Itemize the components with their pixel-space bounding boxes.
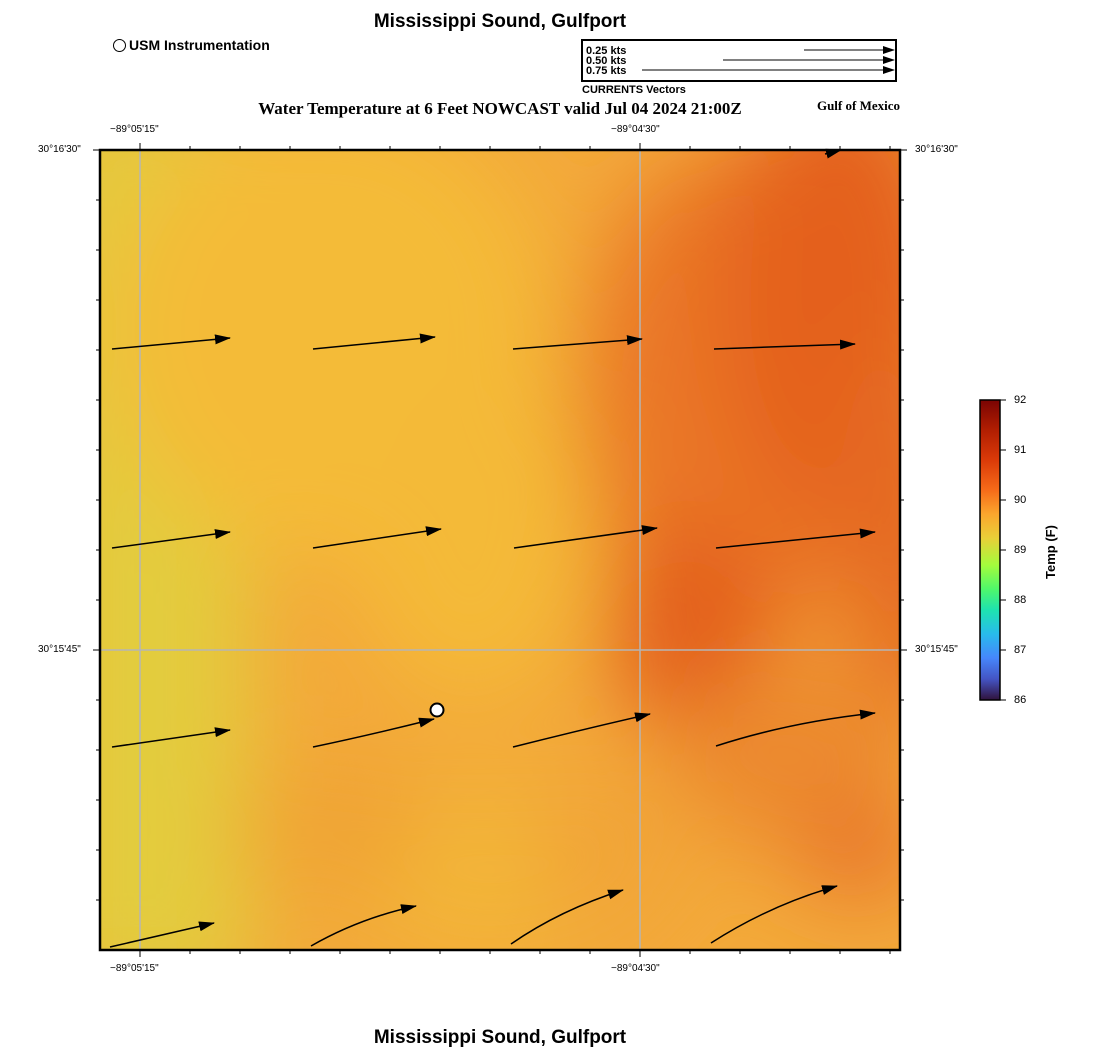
graticule (100, 150, 900, 950)
colorbar-tick-89: 89 (1014, 544, 1027, 556)
usm-legend-label: USM Instrumentation (129, 37, 270, 53)
current-vector (111, 334, 231, 350)
current-vector (111, 727, 231, 748)
lon-label-top-1: −89°05'15" (110, 124, 159, 135)
current-vector (713, 339, 856, 350)
current-vector (312, 333, 436, 350)
colorbar-tick-90: 90 (1014, 494, 1027, 506)
lon-label-top-2: −89°04'30" (611, 124, 660, 135)
usm-station-marker (429, 702, 445, 718)
current-vector (715, 709, 876, 747)
vector-legend-label-2: 0.50 kts (586, 55, 627, 67)
current-vector (510, 889, 624, 945)
lat-label-right-1: 30°16'30" (915, 144, 958, 155)
vector-legend-label-1: 0.25 kts (586, 45, 627, 57)
current-vector (111, 529, 231, 549)
current-vector (109, 921, 215, 948)
frame-ticks (93, 143, 907, 957)
current-vector (715, 528, 876, 549)
vector-legend-label-3: 0.75 kts (586, 65, 627, 77)
lat-label-left-2: 30°15'45" (38, 644, 81, 655)
current-vector (710, 885, 838, 944)
temperature-colorbar (979, 399, 1006, 701)
lat-label-right-2: 30°15'45" (915, 644, 958, 655)
vector-legend-caption: CURRENTS Vectors (582, 84, 686, 96)
colorbar-tick-92: 92 (1014, 394, 1027, 406)
lon-label-bottom-1: −89°05'15" (110, 963, 159, 974)
temperature-field (100, 150, 900, 950)
colorbar-tick-87: 87 (1014, 644, 1027, 656)
current-vectors (109, 148, 876, 948)
current-vector (312, 526, 442, 549)
usm-legend: USM Instrumentation (113, 37, 270, 53)
current-vector (512, 712, 651, 748)
colorbar-tick-91: 91 (1014, 444, 1027, 456)
map-subtitle: Water Temperature at 6 Feet NOWCAST vali… (258, 99, 742, 118)
footer-title: Mississippi Sound, Gulfport (373, 1027, 627, 1048)
vector-legend-arrows (642, 46, 895, 74)
current-vector (310, 904, 417, 947)
map-title: Mississippi Sound, Gulfport (373, 11, 627, 32)
vector-legend-box: 0.25 kts 0.50 kts 0.75 kts (581, 39, 897, 82)
colorbar-title: Temp (F) (1043, 525, 1058, 579)
usm-marker-icon (113, 38, 126, 52)
lat-label-left-1: 30°16'30" (38, 144, 81, 155)
current-vector (512, 335, 643, 350)
region-label: Gulf of Mexico (816, 98, 900, 113)
current-vector (513, 525, 658, 549)
colorbar-tick-88: 88 (1014, 594, 1027, 606)
lon-label-bottom-2: −89°04'30" (611, 963, 660, 974)
current-vector (312, 717, 435, 748)
colorbar-tick-86: 86 (1014, 694, 1027, 706)
